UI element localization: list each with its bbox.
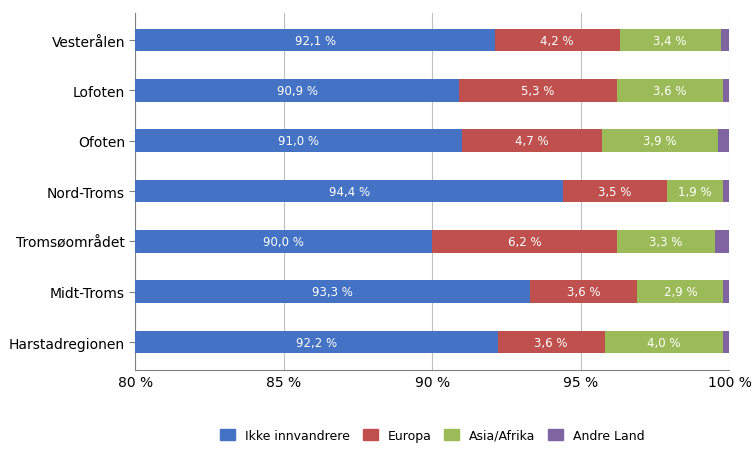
Text: 92,2 %: 92,2 % — [296, 336, 337, 349]
Bar — [135, 80, 459, 102]
Bar — [617, 230, 714, 253]
Bar — [495, 30, 620, 52]
Bar — [723, 180, 729, 203]
Text: 6,2 %: 6,2 % — [508, 235, 541, 249]
Bar — [459, 80, 617, 102]
Bar — [135, 230, 432, 253]
Bar — [135, 180, 563, 203]
Text: 90,9 %: 90,9 % — [277, 85, 318, 98]
Bar — [563, 180, 667, 203]
Bar — [432, 230, 617, 253]
Text: 2,9 %: 2,9 % — [663, 285, 697, 299]
Bar — [723, 281, 729, 304]
Bar — [638, 281, 723, 304]
Text: 93,3 %: 93,3 % — [312, 285, 353, 299]
Bar — [530, 281, 638, 304]
Text: 94,4 %: 94,4 % — [329, 185, 370, 198]
Text: 90,0 %: 90,0 % — [263, 235, 305, 249]
Text: 1,9 %: 1,9 % — [678, 185, 712, 198]
Text: 3,6 %: 3,6 % — [567, 285, 601, 299]
Text: 3,9 %: 3,9 % — [643, 135, 676, 148]
Bar — [617, 80, 723, 102]
Bar — [714, 230, 729, 253]
Bar — [723, 331, 729, 354]
Text: 3,6 %: 3,6 % — [653, 85, 687, 98]
Text: 4,0 %: 4,0 % — [647, 336, 681, 349]
Bar — [135, 130, 462, 153]
Text: 3,3 %: 3,3 % — [649, 235, 682, 249]
Bar — [462, 130, 602, 153]
Text: 3,5 %: 3,5 % — [599, 185, 632, 198]
Bar — [135, 30, 495, 52]
Bar — [602, 130, 717, 153]
Text: 4,7 %: 4,7 % — [515, 135, 549, 148]
Text: 3,6 %: 3,6 % — [535, 336, 568, 349]
Bar — [498, 331, 605, 354]
Bar — [717, 130, 729, 153]
Text: 4,2 %: 4,2 % — [541, 35, 574, 47]
Bar — [620, 30, 720, 52]
Text: 91,0 %: 91,0 % — [278, 135, 320, 148]
Text: 5,3 %: 5,3 % — [521, 85, 554, 98]
Bar — [135, 331, 498, 354]
Text: 92,1 %: 92,1 % — [295, 35, 335, 47]
Bar — [720, 30, 729, 52]
Bar — [605, 331, 723, 354]
Bar — [723, 80, 729, 102]
Bar — [135, 281, 530, 304]
Bar — [667, 180, 723, 203]
Text: 3,4 %: 3,4 % — [653, 35, 687, 47]
Legend: Ikke innvandrere, Europa, Asia/Afrika, Andre Land: Ikke innvandrere, Europa, Asia/Afrika, A… — [220, 429, 644, 442]
